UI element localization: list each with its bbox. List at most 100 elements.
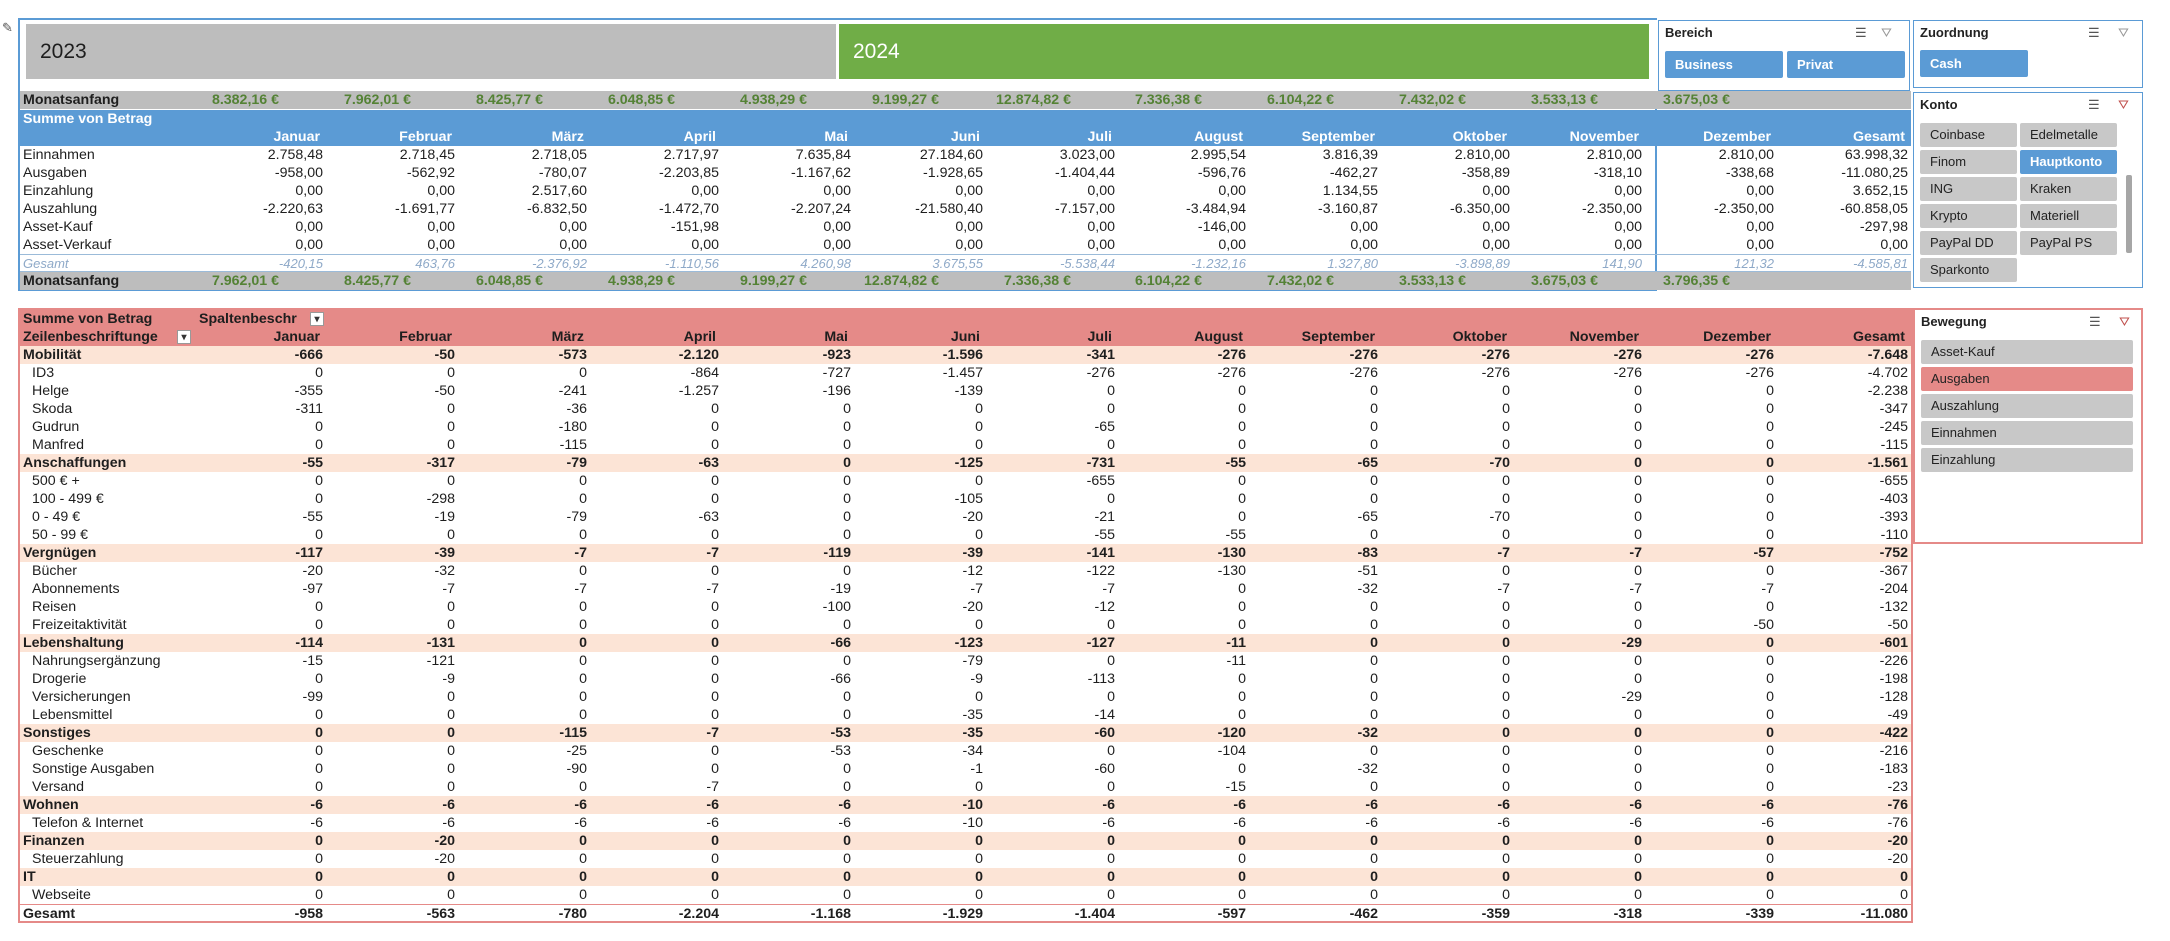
value-cell: 0 [711,401,719,417]
value-cell: -562,92 [406,165,455,181]
multiselect-icon[interactable]: ☰ [2088,25,2100,40]
value-cell: 0 [1107,383,1115,399]
clear-filter-icon[interactable]: ⛛ [2119,314,2130,329]
detail-row: Gudrun 0 0 -180 0 0 0 -65 0 0 0 0 0 -245 [20,418,1911,436]
value-cell: 0,00 [823,183,851,199]
slicer-konto-scrollbar[interactable] [2126,175,2132,253]
slicer-item-business[interactable]: Business [1665,51,1783,78]
value-cell: 0 [1107,617,1115,633]
start-value-cell: 8.382,16 € [211,92,279,108]
clear-filter-icon[interactable]: ⛛ [2118,97,2129,112]
value-cell: -7 [1629,581,1642,597]
slicer-item-bewegung[interactable]: Auszahlung [1921,394,2133,418]
value-cell: 0 [1370,671,1378,687]
slicer-item-konto[interactable]: PayPal DD [1920,231,2017,255]
value-cell: -276 [1745,347,1774,363]
value-cell: 0 [579,779,587,795]
value-cell: -60 [1094,761,1115,777]
detail-row: Bücher -20 -32 0 0 0 -12 -122 -130 -51 0 0 0 -367 [20,562,1911,580]
value-cell: 0 [843,437,851,453]
detail-row: 500 € + 0 0 0 0 0 0 -655 0 0 0 0 0 -655 [20,472,1911,490]
slicer-item-konto[interactable]: Edelmetalle [2020,123,2117,147]
multiselect-icon[interactable]: ☰ [1855,25,1867,40]
pivot-total-row: Gesamt -958 -563 -780 -2.204 -1.168 -1.929 -1.4… [20,904,1911,922]
row-label: Manfred [32,437,85,453]
value-cell: 0 [1634,437,1642,453]
total-cell: -339 [1745,906,1774,922]
value-cell: -241 [558,383,587,399]
slicer-item-bewegung[interactable]: Ausgaben [1921,367,2133,391]
value-cell: -63 [698,509,719,525]
multiselect-icon[interactable]: ☰ [2089,314,2101,329]
value-cell: 0 [1107,689,1115,705]
value-cell: -226 [1879,653,1908,669]
clear-filter-icon[interactable]: ⛛ [2118,25,2129,40]
slicer-item-konto[interactable]: Coinbase [1920,123,2017,147]
value-cell: 0 [315,365,323,381]
slicer-item-konto[interactable]: Kraken [2020,177,2117,201]
col-filter-dropdown-icon[interactable]: ▾ [310,312,324,326]
slicer-item-konto[interactable]: Materiell [2020,204,2117,228]
top-data-row: Asset-Verkauf 0,00 0,00 0,00 0,00 0,00 0,00 0,0… [20,236,1911,254]
value-cell: 0 [1370,527,1378,543]
value-cell: -57 [1753,545,1774,561]
slicer-item-konto[interactable]: Krypto [1920,204,2017,228]
slicer-item-bewegung[interactable]: Einzahlung [1921,448,2133,472]
row-filter-dropdown-icon[interactable]: ▾ [177,330,191,344]
value-cell: 0 [1766,851,1774,867]
value-cell: 63.998,32 [1844,147,1908,163]
value-cell: 0 [1238,473,1246,489]
month-header: September [1301,329,1375,345]
year-2024-button[interactable]: 2024 [839,24,1649,79]
value-cell: -3.484,94 [1186,201,1246,217]
value-cell: 0 [1634,563,1642,579]
detail-row: Freizeitaktivität 0 0 0 0 0 0 0 0 0 0 0 -50 -50 [20,616,1911,634]
value-cell: 0,00 [1746,219,1774,235]
detail-row: Geschenke 0 0 -25 0 -53 -34 0 -104 0 0 0 0 -216 [20,742,1911,760]
clear-filter-icon[interactable]: ⛛ [1881,25,1892,40]
value-cell: 0 [1502,599,1510,615]
row-label: 50 - 99 € [32,527,89,543]
value-cell: -55 [1094,527,1115,543]
value-cell: -3.160,87 [1318,201,1378,217]
start-value-cell: 7.336,38 € [1134,92,1202,108]
value-cell: -2.203,85 [659,165,719,181]
value-cell: 0 [1502,707,1510,723]
month-header: Oktober [1452,329,1507,345]
value-cell: 0 [315,869,323,885]
detail-row: Drogerie 0 -9 0 0 -66 -9 -113 0 0 0 0 0 -198 [20,670,1911,688]
value-cell: -298 [426,491,455,507]
value-cell: -10 [962,797,983,813]
end-value-cell: 8.425,77 € [343,273,411,289]
slicer-item-konto[interactable]: PayPal PS [2020,231,2117,255]
value-cell: 0 [1766,455,1774,471]
value-cell: -6 [574,815,587,831]
slicer-item-konto[interactable]: Hauptkonto [2020,150,2117,174]
group-row: Mobilität -666 -50 -573 -2.120 -923 -1.596 -341… [20,346,1911,364]
value-cell: 0 [1370,473,1378,489]
value-cell: -23 [1887,779,1908,795]
value-cell: 0 [315,599,323,615]
value-cell: -20 [962,599,983,615]
value-cell: -79 [962,653,983,669]
value-cell: -35 [962,707,983,723]
slicer-item-bewegung[interactable]: Einnahmen [1921,421,2133,445]
gesamt-cell: -420,15 [278,256,323,271]
value-cell: -6 [1365,797,1378,813]
start-value-cell: 12.874,82 € [996,92,1071,108]
year-2023-button[interactable]: 2023 [26,24,836,79]
value-cell: -117 [295,545,323,561]
slicer-item-konto[interactable]: Finom [1920,150,2017,174]
value-cell: -276 [1481,365,1510,381]
slicer-item-konto[interactable]: ING [1920,177,2017,201]
slicer-item-konto[interactable]: Sparkonto [1920,258,2017,282]
slicer-item-bewegung[interactable]: Asset-Kauf [1921,340,2133,364]
value-cell: 0 [1370,401,1378,417]
slicer-item-cash[interactable]: Cash [1920,50,2028,77]
value-cell: -276 [1613,347,1642,363]
month-header: Gesamt [1852,129,1905,145]
slicer-item-privat[interactable]: Privat [1787,51,1905,78]
value-cell: 0 [1238,761,1246,777]
multiselect-icon[interactable]: ☰ [2088,97,2100,112]
value-cell: -20 [434,851,455,867]
